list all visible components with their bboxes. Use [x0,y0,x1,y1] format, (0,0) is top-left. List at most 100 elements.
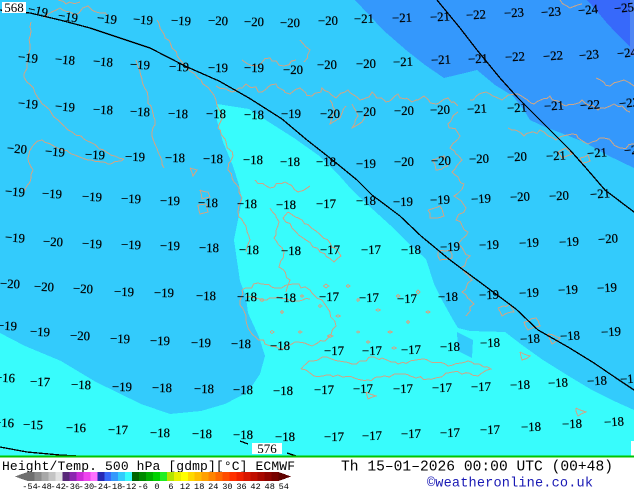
svg-text:−16: −16 [0,370,16,385]
svg-text:−21: −21 [431,52,452,67]
svg-text:−19: −19 [160,194,180,208]
svg-text:0: 0 [154,482,159,490]
svg-text:−18: −18 [152,381,172,395]
svg-text:−19: −19 [82,236,103,251]
svg-text:568: 568 [4,0,24,15]
svg-text:−18: −18 [440,340,460,354]
svg-text:−21: −21 [392,11,412,26]
svg-text:−19: −19 [57,9,79,26]
svg-text:−19: −19 [112,380,132,394]
svg-text:−22: −22 [543,48,564,63]
svg-text:−17: −17 [480,423,501,437]
svg-text:−17: −17 [324,344,345,358]
svg-text:−20: −20 [507,149,528,164]
svg-text:−18: −18 [480,336,500,351]
svg-text:−24: −24 [616,45,634,61]
svg-text:−19: −19 [393,195,413,209]
svg-text:−21: −21 [354,12,374,26]
svg-text:−22: −22 [618,95,634,111]
svg-text:576: 576 [257,441,277,456]
svg-text:42: 42 [250,482,260,490]
svg-text:−18: −18 [280,155,300,169]
svg-text:−19: −19 [356,157,376,171]
svg-text:−20: −20 [283,63,303,77]
svg-text:−17: −17 [401,427,422,441]
svg-text:−17: −17 [359,291,380,305]
svg-text:−20: −20 [431,154,451,168]
svg-text:−19: −19 [558,282,579,297]
svg-text:−18: −18 [233,383,253,397]
svg-text:−22: −22 [466,7,487,22]
svg-text:−19: −19 [150,334,170,348]
svg-text:−20: −20 [394,104,414,118]
svg-text:30: 30 [222,482,232,490]
svg-text:-54: -54 [22,482,37,490]
svg-text:−20: −20 [320,107,340,121]
svg-text:−18: −18 [165,151,185,165]
svg-text:−20: −20 [70,329,90,344]
svg-text:−19: −19 [0,318,17,333]
svg-text:−20: −20 [43,234,64,249]
svg-text:−21: −21 [468,51,489,66]
svg-text:−19: −19 [125,150,145,165]
svg-text:−25: −25 [613,0,634,16]
svg-text:−19: −19 [82,189,103,204]
svg-text:−19: −19 [154,286,174,300]
svg-text:−19: −19 [208,61,228,75]
svg-text:−19: −19 [114,285,134,300]
svg-text:−18: −18 [237,290,257,304]
svg-text:−17: −17 [314,383,335,397]
svg-text:−20: −20 [208,14,228,29]
svg-text:−17: −17 [362,429,383,443]
svg-text:48: 48 [265,482,275,490]
svg-text:−24: −24 [577,2,599,18]
svg-text:−18: −18 [196,289,216,303]
svg-text:−18: −18 [198,196,218,210]
svg-text:18: 18 [194,482,204,490]
svg-text:−17: −17 [30,375,51,390]
svg-text:−18: −18 [620,371,634,386]
svg-text:−21: −21 [546,148,567,163]
svg-text:−17: −17 [401,343,422,357]
svg-text:−17: −17 [108,423,129,437]
svg-text:−18: −18 [231,337,251,351]
svg-text:−18: −18 [233,428,253,442]
svg-text:−21: −21 [507,100,528,115]
svg-text:−18: −18 [316,155,336,169]
svg-text:−19: −19 [479,238,499,253]
svg-text:−18: −18 [401,243,421,257]
svg-text:−18: −18 [273,384,293,398]
svg-text:−19: −19 [130,57,151,72]
svg-text:−20: −20 [356,105,376,119]
svg-text:24: 24 [208,482,218,490]
svg-text:−22: −22 [580,97,601,112]
svg-text:−18: −18 [521,420,541,435]
svg-text:−18: −18 [520,331,541,346]
svg-text:−19: −19 [55,99,76,114]
svg-text:−19: −19 [133,12,154,27]
svg-text:−20: −20 [0,276,20,291]
svg-text:−19: −19 [479,288,499,303]
svg-text:−19: −19 [244,61,264,75]
svg-text:−20: −20 [394,155,414,169]
svg-text:−19: −19 [121,192,141,207]
svg-text:−17: −17 [324,430,345,444]
svg-text:−20: −20 [6,141,27,157]
svg-text:−17: −17 [440,426,461,440]
svg-text:−19: −19 [27,2,50,20]
svg-text:−20: −20 [430,103,450,118]
svg-text:−19: −19 [5,184,26,199]
svg-text:−19: −19 [597,280,618,295]
svg-text:−20: −20 [73,281,94,296]
svg-text:−18: −18 [276,291,296,305]
svg-text:−17: −17 [432,381,453,395]
svg-text:−17: −17 [393,382,414,396]
svg-text:−18: −18 [244,108,264,122]
svg-text:-48: -48 [36,482,51,490]
svg-text:−15: −15 [23,418,43,433]
svg-text:−18: −18 [237,197,257,211]
svg-text:−19: −19 [96,11,117,27]
svg-text:−17: −17 [320,243,341,257]
svg-text:−19: −19 [169,60,189,75]
svg-text:−19: −19 [601,324,622,339]
